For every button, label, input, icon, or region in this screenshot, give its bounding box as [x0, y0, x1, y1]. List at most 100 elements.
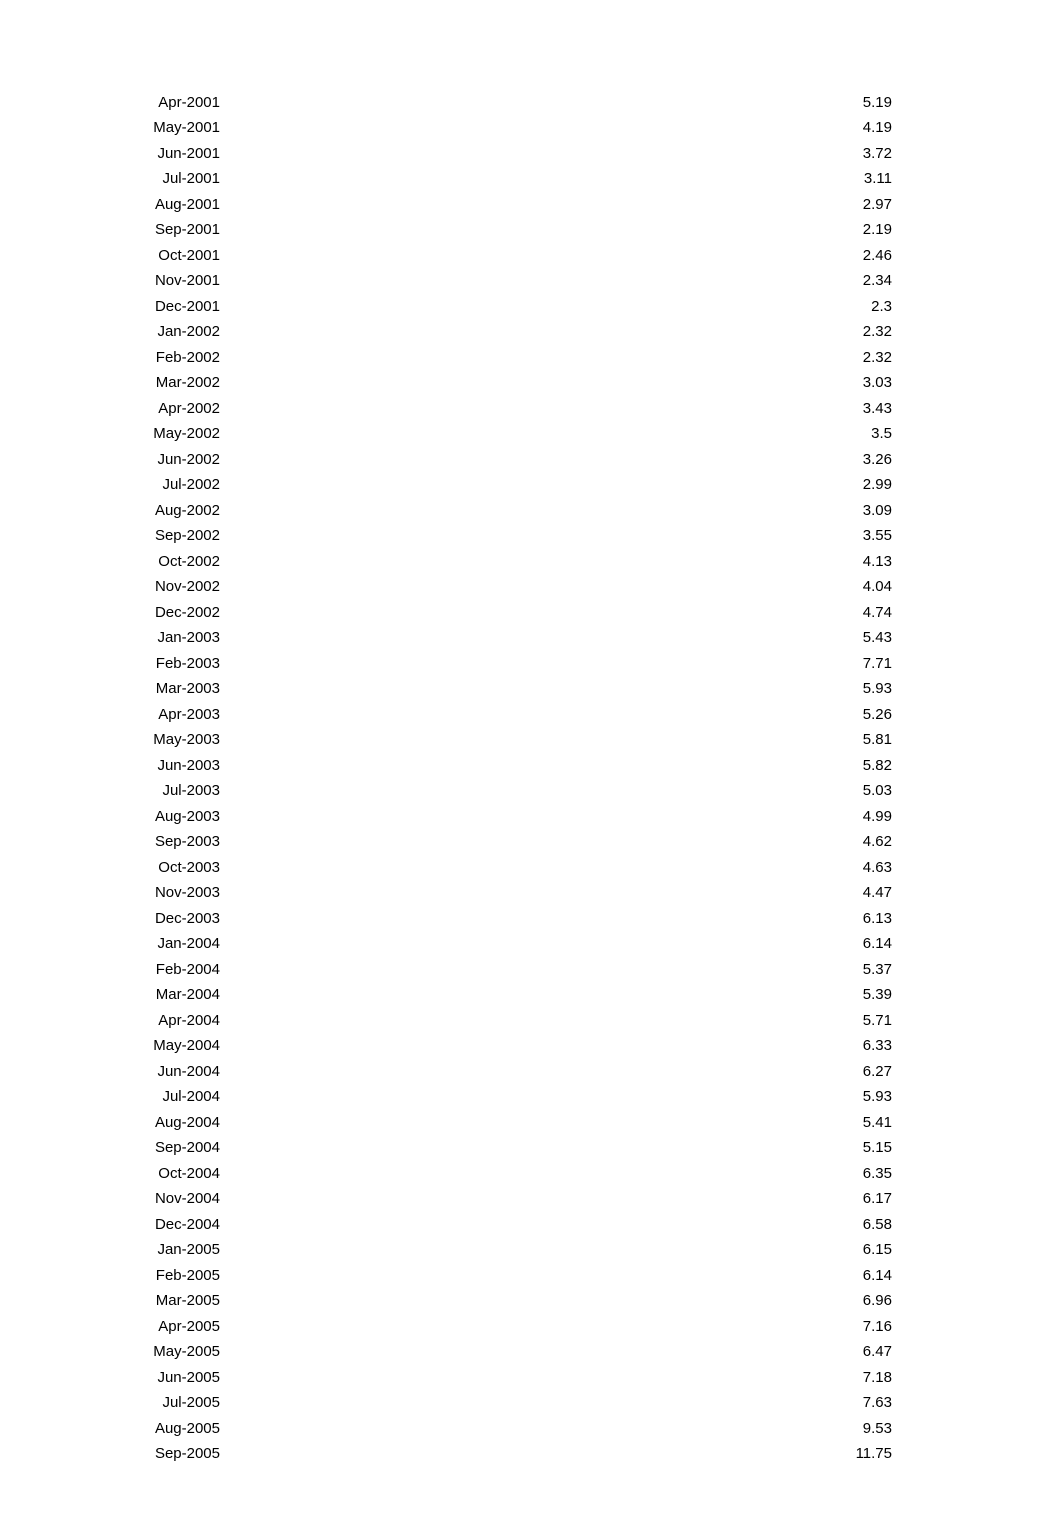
- date-cell: May-2004: [110, 1034, 220, 1060]
- date-cell: Jan-2002: [110, 320, 220, 346]
- date-cell: Aug-2004: [110, 1110, 220, 1136]
- date-cell: Nov-2004: [110, 1187, 220, 1213]
- table-row: Jan-20056.15: [110, 1238, 892, 1264]
- date-cell: Apr-2001: [110, 90, 220, 116]
- date-cell: Feb-2005: [110, 1263, 220, 1289]
- date-cell: May-2001: [110, 116, 220, 142]
- date-cell: Jun-2002: [110, 447, 220, 473]
- value-cell: 4.13: [220, 549, 892, 575]
- value-cell: 7.63: [220, 1391, 892, 1417]
- table-row: Apr-20015.19: [110, 90, 892, 116]
- value-cell: 7.18: [220, 1365, 892, 1391]
- table-row: Jul-20045.93: [110, 1085, 892, 1111]
- table-row: Nov-20024.04: [110, 575, 892, 601]
- table-row: Apr-20045.71: [110, 1008, 892, 1034]
- value-cell: 5.82: [220, 753, 892, 779]
- value-cell: 5.93: [220, 1085, 892, 1111]
- table-row: Jun-20013.72: [110, 141, 892, 167]
- table-row: Mar-20023.03: [110, 371, 892, 397]
- table-row: May-20056.47: [110, 1340, 892, 1366]
- value-cell: 3.43: [220, 396, 892, 422]
- date-cell: Mar-2003: [110, 677, 220, 703]
- table-row: Jan-20035.43: [110, 626, 892, 652]
- date-cell: Aug-2001: [110, 192, 220, 218]
- table-row: Jan-20046.14: [110, 932, 892, 958]
- value-cell: 6.96: [220, 1289, 892, 1315]
- table-row: Oct-20034.63: [110, 855, 892, 881]
- value-cell: 6.17: [220, 1187, 892, 1213]
- value-cell: 4.63: [220, 855, 892, 881]
- table-row: Aug-20023.09: [110, 498, 892, 524]
- value-cell: 3.03: [220, 371, 892, 397]
- table-row: Jun-20057.18: [110, 1365, 892, 1391]
- value-cell: 3.55: [220, 524, 892, 550]
- table-row: Sep-20012.19: [110, 218, 892, 244]
- date-cell: Jun-2003: [110, 753, 220, 779]
- date-cell: May-2002: [110, 422, 220, 448]
- value-cell: 5.71: [220, 1008, 892, 1034]
- value-cell: 2.99: [220, 473, 892, 499]
- table-row: Sep-20023.55: [110, 524, 892, 550]
- date-cell: Oct-2004: [110, 1161, 220, 1187]
- table-row: Nov-20012.34: [110, 269, 892, 295]
- table-row: Apr-20035.26: [110, 702, 892, 728]
- date-cell: Jul-2002: [110, 473, 220, 499]
- value-cell: 4.04: [220, 575, 892, 601]
- table-row: Aug-20045.41: [110, 1110, 892, 1136]
- value-cell: 5.15: [220, 1136, 892, 1162]
- table-row: Dec-20024.74: [110, 600, 892, 626]
- value-cell: 2.97: [220, 192, 892, 218]
- table-row: Sep-20045.15: [110, 1136, 892, 1162]
- table-row: Jun-20035.82: [110, 753, 892, 779]
- date-cell: Apr-2003: [110, 702, 220, 728]
- date-cell: Dec-2001: [110, 294, 220, 320]
- date-cell: Jan-2005: [110, 1238, 220, 1264]
- table-row: Apr-20023.43: [110, 396, 892, 422]
- date-cell: Nov-2001: [110, 269, 220, 295]
- value-cell: 3.11: [220, 167, 892, 193]
- date-cell: Jun-2005: [110, 1365, 220, 1391]
- date-cell: Jul-2005: [110, 1391, 220, 1417]
- table-row: Feb-20037.71: [110, 651, 892, 677]
- data-table: Apr-20015.19May-20014.19Jun-20013.72Jul-…: [110, 90, 892, 1467]
- date-cell: Jul-2004: [110, 1085, 220, 1111]
- value-cell: 4.47: [220, 881, 892, 907]
- value-cell: 5.19: [220, 90, 892, 116]
- table-row: Jul-20013.11: [110, 167, 892, 193]
- date-cell: Dec-2002: [110, 600, 220, 626]
- table-row: Aug-20012.97: [110, 192, 892, 218]
- value-cell: 3.26: [220, 447, 892, 473]
- date-cell: Aug-2002: [110, 498, 220, 524]
- date-cell: Apr-2004: [110, 1008, 220, 1034]
- date-cell: Apr-2005: [110, 1314, 220, 1340]
- value-cell: 6.27: [220, 1059, 892, 1085]
- table-row: Aug-20059.53: [110, 1416, 892, 1442]
- date-cell: Mar-2004: [110, 983, 220, 1009]
- table-row: Dec-20046.58: [110, 1212, 892, 1238]
- value-cell: 2.32: [220, 345, 892, 371]
- date-cell: Nov-2003: [110, 881, 220, 907]
- date-cell: Oct-2001: [110, 243, 220, 269]
- value-cell: 5.03: [220, 779, 892, 805]
- value-cell: 11.75: [220, 1442, 892, 1468]
- date-cell: Apr-2002: [110, 396, 220, 422]
- table-row: Jan-20022.32: [110, 320, 892, 346]
- table-row: Feb-20022.32: [110, 345, 892, 371]
- date-cell: Nov-2002: [110, 575, 220, 601]
- value-cell: 5.37: [220, 957, 892, 983]
- value-cell: 6.47: [220, 1340, 892, 1366]
- table-row: Aug-20034.99: [110, 804, 892, 830]
- value-cell: 5.41: [220, 1110, 892, 1136]
- table-row: Mar-20045.39: [110, 983, 892, 1009]
- table-row: Sep-20034.62: [110, 830, 892, 856]
- value-cell: 2.3: [220, 294, 892, 320]
- table-row: Apr-20057.16: [110, 1314, 892, 1340]
- table-row: Nov-20034.47: [110, 881, 892, 907]
- table-row: Dec-20036.13: [110, 906, 892, 932]
- value-cell: 5.26: [220, 702, 892, 728]
- value-cell: 6.14: [220, 932, 892, 958]
- value-cell: 2.46: [220, 243, 892, 269]
- date-cell: Sep-2005: [110, 1442, 220, 1468]
- date-cell: Sep-2001: [110, 218, 220, 244]
- value-cell: 3.09: [220, 498, 892, 524]
